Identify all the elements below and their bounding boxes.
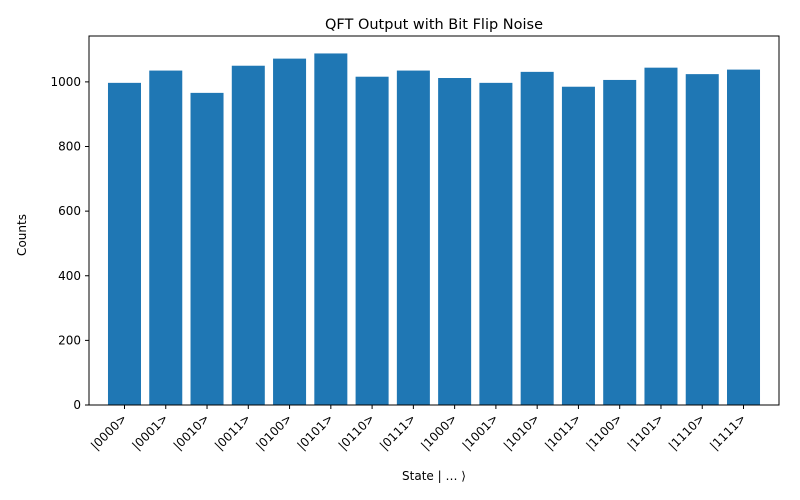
x-tick-label-5: |0101>	[294, 411, 335, 452]
bar-2	[190, 92, 224, 405]
x-tick-label-12: |1100>	[583, 411, 624, 452]
x-tick-label-10: |1010>	[501, 411, 542, 452]
x-tick-label-14: |1110>	[666, 411, 707, 452]
x-axis-label: State | … ⟩	[402, 469, 466, 483]
x-tick-label-2: |0010>	[171, 411, 212, 452]
bar-11	[561, 86, 595, 405]
bar-8	[438, 78, 472, 406]
y-axis-label: Counts	[15, 214, 29, 256]
x-tick-label-11: |1011>	[542, 411, 583, 452]
y-tick-label-0: 0	[73, 398, 81, 412]
chart-title: QFT Output with Bit Flip Noise	[325, 17, 543, 33]
bar-1	[149, 70, 183, 406]
bar-3	[231, 65, 265, 405]
y-tick-label-1: 200	[58, 333, 81, 347]
y-axis: 0 200 400 600 800 1000	[50, 75, 89, 412]
y-tick-label-2: 400	[58, 269, 81, 283]
bar-10	[520, 71, 554, 405]
bar-14	[685, 74, 719, 406]
y-tick-label-3: 600	[58, 204, 81, 218]
x-tick-label-1: |0001>	[129, 411, 170, 452]
x-tick-label-8: |1000>	[418, 411, 459, 452]
bars-group	[107, 53, 761, 406]
plot-frame	[88, 35, 780, 406]
bar-5	[314, 53, 348, 406]
bar-4	[273, 58, 307, 405]
x-tick-label-13: |1101>	[625, 411, 666, 452]
x-tick-label-6: |0110>	[336, 411, 377, 452]
bar-13	[644, 67, 678, 405]
x-tick-label-7: |0111>	[377, 411, 418, 452]
bar-6	[355, 76, 389, 406]
bar-9	[479, 82, 513, 405]
bar-12	[603, 79, 637, 405]
x-tick-label-0: |0000>	[88, 411, 129, 452]
bar-7	[396, 70, 430, 406]
x-tick-label-3: |0011>	[212, 411, 253, 452]
x-axis: |0000> |0001> |0010> |0011> |0100> |0101> |011…	[88, 405, 749, 453]
bar-15	[727, 69, 761, 406]
x-tick-label-15: |1111>	[707, 411, 748, 452]
x-tick-label-9: |1001>	[460, 411, 501, 452]
y-tick-label-5: 1000	[50, 75, 81, 89]
x-tick-label-4: |0100>	[253, 411, 294, 452]
y-tick-label-4: 800	[58, 140, 81, 154]
bar-0	[107, 82, 141, 405]
